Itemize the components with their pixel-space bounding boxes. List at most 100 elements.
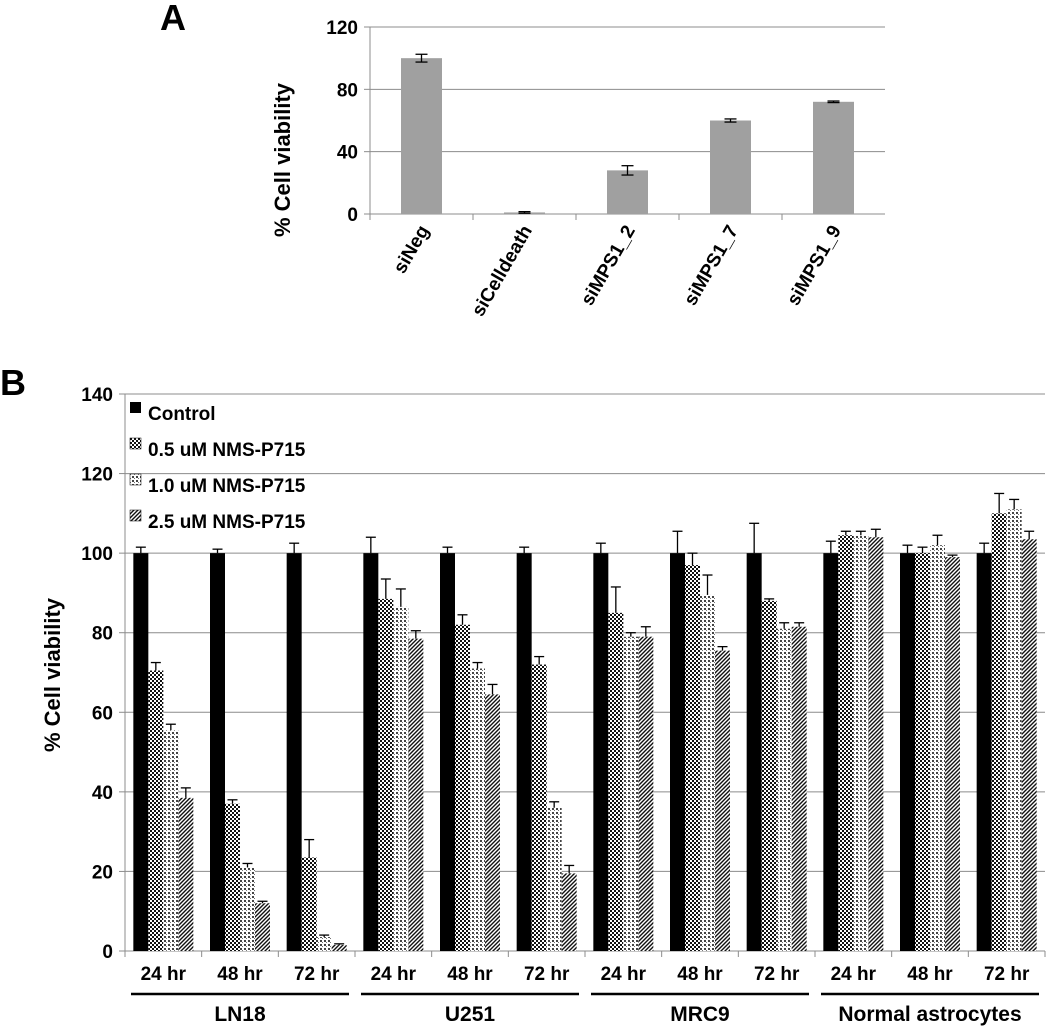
panel-a-ytick-label: 40 (337, 143, 358, 164)
panel-b-legend-label: 2.5 uM NMS-P715 (148, 512, 306, 533)
panel-b-legend-label: 1.0 uM NMS-P715 (148, 476, 306, 497)
panel-b-bar (1006, 509, 1022, 951)
panel-b-ytick-label: 60 (92, 703, 113, 724)
panel-b-xtick-label: 24 hr (831, 964, 877, 985)
panel-b-bar (853, 535, 869, 951)
panel-b-bar (593, 553, 609, 951)
panel-b-xtick-label: 48 hr (907, 964, 953, 985)
panel-a-bar (607, 170, 648, 214)
panel-b-ytick-label: 20 (92, 862, 113, 883)
panel-b-bar (776, 628, 792, 951)
panel-b-bar (148, 670, 164, 951)
panel-b-bar (331, 945, 347, 951)
panel-b-bar (531, 664, 547, 951)
panel-b-legend-swatch (129, 473, 142, 486)
panel-a-xtick-label: siCelldeath (468, 222, 537, 320)
panel-a-bar (401, 58, 442, 214)
panel-b-ytick-label: 100 (81, 544, 113, 565)
panel-b-bar (991, 513, 1007, 951)
panel-b-bar (546, 807, 562, 951)
panel-b-bar (623, 636, 639, 951)
panel-b-bar (670, 553, 685, 951)
panel-b-group-label: Normal astrocytes (838, 1003, 1021, 1026)
panel-b-bar (240, 867, 255, 951)
panel-b-legend-swatch (129, 509, 142, 522)
panel-a-ytick-label: 120 (326, 18, 358, 39)
panel-b-xtick-label: 72 hr (754, 964, 800, 985)
panel-b-bar (393, 606, 409, 951)
panel-b-bar (791, 626, 807, 951)
panel-b-bar (945, 557, 960, 951)
panel-b-ytick-label: 80 (92, 624, 113, 645)
panel-a-label: A (160, 0, 186, 38)
panel-a-bar (813, 101, 854, 214)
panel-b-xtick-label: 72 hr (294, 964, 340, 985)
panel-b-ytick-label: 40 (92, 783, 113, 804)
panel-b-group-label: LN18 (214, 1003, 266, 1026)
panel-b-group-label: MRC9 (670, 1003, 730, 1026)
panel-a-chart: 0 40 80 120 siNeg siCelldeath siMPS1_2 siMPS1_7… (326, 18, 885, 320)
panel-b-group-label: U251 (445, 1003, 496, 1026)
panel-a-xtick-label: siNeg (390, 222, 434, 277)
panel-b-xtick-label: 72 hr (984, 964, 1030, 985)
panel-b-bar (1021, 539, 1037, 951)
panel-b-bar (930, 545, 945, 951)
panel-b-bar (133, 553, 149, 951)
panel-a-xtick-label: siMPS1_9 (783, 222, 846, 309)
panel-b-bar (823, 553, 839, 951)
panel-b-bar (316, 937, 332, 951)
panel-b-label: B (0, 362, 26, 403)
panel-b-legend-label: 0.5 uM NMS-P715 (148, 440, 306, 461)
panel-b-bar (715, 650, 730, 951)
panel-b-bar (455, 624, 470, 951)
panel-b-bar (915, 553, 930, 951)
panel-a-ytick-label: 80 (337, 80, 358, 101)
panel-a-xtick-label: siMPS1_2 (577, 222, 640, 309)
panel-b-bar (761, 600, 777, 951)
panel-b-bar (700, 594, 715, 951)
panel-b-bar (638, 636, 654, 951)
panel-b-ytick-label: 140 (81, 385, 113, 406)
panel-b-bar (225, 803, 240, 951)
panel-b-bar (470, 668, 485, 951)
panel-b-xtick-label: 72 hr (524, 964, 570, 985)
panel-b-bar (255, 903, 270, 951)
panel-b-bar (408, 638, 424, 951)
panel-b-bar (838, 535, 854, 951)
panel-b-bar (440, 553, 455, 951)
panel-b-bar (286, 553, 302, 951)
panel-b-xtick-label: 48 hr (217, 964, 263, 985)
panel-b-bar (363, 553, 379, 951)
panel-b-xtick-label: 24 hr (371, 964, 417, 985)
panel-b-bar (976, 553, 992, 951)
panel-b-bar (900, 553, 915, 951)
panel-b-bar (301, 857, 317, 951)
panel-b-ytick-label: 0 (102, 942, 113, 963)
panel-b-bar (210, 553, 225, 951)
panel-b-xtick-label: 48 hr (447, 964, 493, 985)
panel-b-legend-label: Control (148, 404, 216, 425)
panel-b-legend-swatch (129, 437, 142, 450)
panel-b-bar (561, 873, 577, 951)
panel-b-bar (685, 565, 700, 951)
panel-a-ylabel: % Cell viability (270, 82, 295, 237)
panel-b-bar (608, 612, 624, 951)
panel-b-bar (163, 730, 179, 951)
panel-a-bar (710, 120, 751, 214)
panel-b-bar (378, 598, 394, 951)
panel-b-xtick-label: 48 hr (677, 964, 723, 985)
panel-b-xtick-label: 24 hr (141, 964, 187, 985)
panel-b-ylabel: % Cell viability (40, 597, 65, 752)
panel-a-xtick-label: siMPS1_7 (680, 222, 743, 309)
panel-b-bar (516, 553, 532, 951)
panel-a-ytick-label: 0 (347, 205, 358, 226)
panel-b-bar (178, 797, 194, 951)
panel-b-bar (746, 553, 762, 951)
panel-b-bar (868, 537, 884, 951)
panel-b-bar (485, 694, 500, 951)
panel-b-ytick-label: 120 (81, 465, 113, 486)
panel-b-legend-swatch (130, 402, 141, 413)
panel-b-chart: 0 20 40 60 80 100 120 140 24 hr 48 hr 72 hr 24 hr 48… (81, 385, 1046, 1026)
panel-b-xtick-label: 24 hr (601, 964, 647, 985)
